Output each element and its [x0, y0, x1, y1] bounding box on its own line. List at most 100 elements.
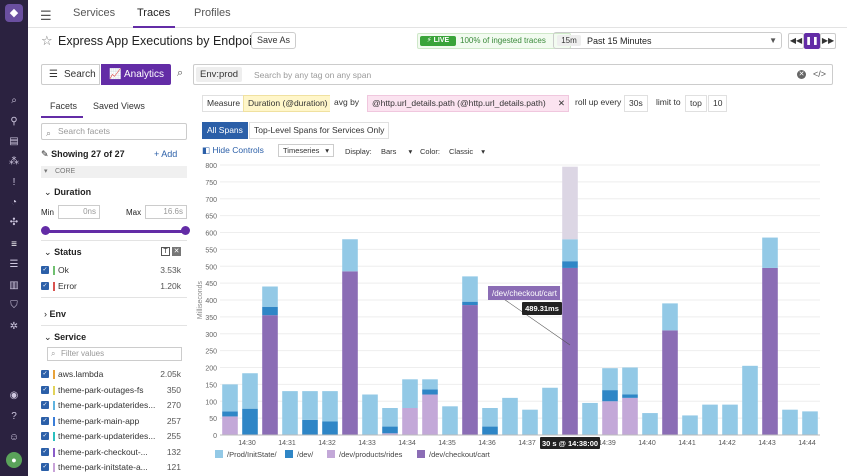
bar-hover-highlight[interactable] — [562, 166, 578, 240]
code-icon[interactable]: </> — [812, 69, 826, 79]
duration-max-input[interactable]: 16.6s — [145, 205, 187, 219]
bar-segment[interactable] — [702, 404, 718, 435]
bar-segment[interactable] — [482, 426, 498, 435]
bar-segment[interactable] — [262, 306, 278, 316]
legend-label[interactable]: /Prod/InitState/ — [227, 450, 278, 459]
legend-swatch[interactable] — [285, 450, 293, 458]
facet-row[interactable]: ✓ Error 1.20k — [41, 281, 187, 293]
search-icon[interactable]: ⌕ — [11, 95, 17, 106]
legend-label[interactable]: /dev/checkout/cart — [429, 450, 491, 459]
bar-segment[interactable] — [662, 330, 678, 435]
duration-slider[interactable] — [45, 230, 185, 233]
bar-segment[interactable] — [622, 397, 638, 435]
checkbox[interactable]: ✓ — [41, 463, 49, 471]
duration-min-input[interactable]: 0ns — [58, 205, 100, 219]
alert-icon[interactable]: ! — [12, 177, 16, 188]
avatar[interactable]: ● — [6, 452, 22, 468]
bar-segment[interactable] — [762, 237, 778, 268]
chat-icon[interactable]: ◉ — [9, 390, 19, 401]
bar-segment[interactable] — [362, 394, 378, 436]
bar-segment[interactable] — [622, 367, 638, 395]
facet-row[interactable]: ✓ theme-park-initstate-a... 121 — [41, 462, 187, 474]
tab-facets[interactable]: Facets — [50, 101, 78, 111]
viz-type-select[interactable]: Timeseries ▾ — [278, 144, 334, 157]
analytics-tab[interactable]: 📈 Analytics — [101, 64, 171, 85]
gear-icon[interactable]: ✲ — [9, 321, 19, 332]
close-icon[interactable]: ✕ — [172, 247, 181, 256]
menu-icon[interactable]: ☰ — [40, 8, 52, 23]
binoculars-icon[interactable]: ⚲ — [10, 116, 18, 127]
rollup-select[interactable]: 30s — [624, 95, 648, 112]
facet-row[interactable]: ✓ theme-park-outages-fs 350 — [41, 385, 187, 397]
bar-segment[interactable] — [402, 379, 418, 408]
bar-segment[interactable] — [802, 411, 818, 435]
bar-segment[interactable] — [382, 408, 398, 427]
legend-label[interactable]: /dev/products/rides — [339, 450, 403, 459]
tab-traces[interactable]: Traces — [137, 7, 171, 19]
checkbox[interactable]: ✓ — [41, 416, 49, 425]
group-by-select[interactable]: @http.url_details.path (@http.url_detail… — [367, 95, 569, 112]
add-facet-button[interactable]: + Add — [154, 149, 178, 159]
clear-icon[interactable]: ✕ — [797, 70, 806, 79]
facet-search-input[interactable]: ⌕ Search facets — [41, 123, 187, 140]
bar-segment[interactable] — [302, 419, 318, 435]
checkbox[interactable]: ✓ — [41, 385, 49, 394]
service-filter-input[interactable]: ⌕ Filter values — [47, 347, 182, 361]
bar-segment[interactable] — [582, 402, 598, 435]
hide-controls-button[interactable]: ◧ Hide Controls — [202, 145, 264, 156]
bar-segment[interactable] — [642, 413, 658, 435]
bar-segment[interactable] — [562, 239, 578, 262]
measure-select[interactable]: Duration (@duration) — [243, 95, 333, 112]
bar-segment[interactable] — [722, 404, 738, 435]
bar-segment[interactable] — [742, 365, 758, 435]
bar-segment[interactable] — [242, 408, 258, 435]
bar-segment[interactable] — [422, 394, 438, 436]
limit-direction-select[interactable]: top — [685, 95, 707, 112]
display-select[interactable]: Bars ▾ — [381, 147, 412, 156]
bar-segment[interactable] — [562, 267, 578, 435]
bar-segment[interactable] — [422, 389, 438, 395]
bar-segment[interactable] — [222, 384, 238, 412]
logs-icon[interactable]: ☰ — [9, 259, 19, 270]
bar-segment[interactable] — [782, 409, 798, 435]
rewind-button[interactable]: ◀◀ — [788, 33, 804, 49]
bar-segment[interactable] — [342, 239, 358, 272]
limit-value-input[interactable]: 10 — [708, 95, 728, 112]
color-select[interactable]: Classic ▾ — [449, 147, 485, 156]
bar-segment[interactable] — [282, 391, 298, 435]
bar-segment[interactable] — [322, 391, 338, 422]
bar-segment[interactable] — [402, 408, 418, 435]
datadog-logo-icon[interactable]: ◆ — [5, 4, 23, 22]
bar-segment[interactable] — [222, 411, 238, 417]
bar-segment[interactable] — [502, 397, 518, 435]
tab-all-spans[interactable]: All Spans — [202, 122, 248, 139]
gauge-icon[interactable]: ◔ — [10, 197, 18, 208]
bar-segment[interactable] — [662, 303, 678, 331]
search-tab[interactable]: ☰ Search — [41, 64, 100, 85]
facet-row[interactable]: ✓ theme-park-main-app 257 — [41, 416, 187, 428]
pause-button[interactable]: ❚❚ — [804, 33, 820, 49]
bar-segment[interactable] — [682, 415, 698, 435]
bar-segment[interactable] — [342, 271, 358, 435]
tab-saved-views[interactable]: Saved Views — [93, 101, 145, 111]
bar-segment[interactable] — [462, 305, 478, 435]
filter-icon[interactable]: T — [161, 247, 170, 256]
checkbox[interactable]: ✓ — [41, 401, 49, 409]
bar-segment[interactable] — [242, 373, 258, 409]
legend-swatch[interactable] — [215, 450, 223, 458]
facet-row[interactable]: ✓ theme-park-checkout-... 132 — [41, 447, 187, 459]
checkbox[interactable]: ✓ — [41, 447, 49, 456]
user-icon[interactable]: ☺ — [8, 432, 20, 443]
bar-segment[interactable] — [422, 379, 438, 390]
core-section[interactable]: ▾ CORE — [41, 166, 187, 178]
bar-segment[interactable] — [462, 301, 478, 306]
bar-segment[interactable] — [562, 261, 578, 268]
pencil-icon[interactable]: ✎ — [41, 149, 49, 159]
duration-slider-min-handle[interactable] — [41, 226, 50, 235]
help-icon[interactable]: ? — [11, 411, 17, 422]
bar-segment[interactable] — [602, 390, 618, 402]
duration-bar-chart[interactable]: 0 50 100 150 200 250 300 350 400 450 500 550 600 650 7… — [190, 155, 830, 476]
facet-row[interactable]: ✓ aws.lambda 2.05k — [41, 369, 187, 381]
shield-icon[interactable]: ⛉ — [10, 300, 18, 311]
facet-row[interactable]: ✓ theme-park-updaterides... 255 — [41, 431, 187, 443]
